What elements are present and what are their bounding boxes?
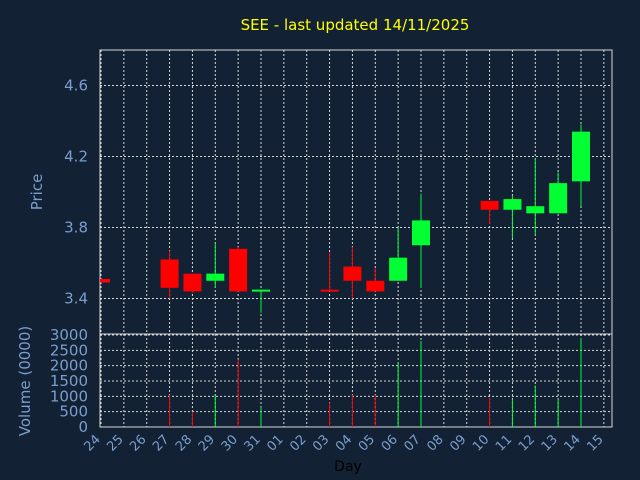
candle	[389, 227, 408, 281]
candle	[503, 195, 522, 239]
candle	[160, 250, 179, 299]
candle-body	[549, 183, 568, 214]
x-axis-label: Day	[334, 459, 362, 475]
x-tick-label: 12	[516, 432, 538, 454]
candle	[183, 273, 202, 294]
volume-tick-label: 1500	[50, 372, 88, 390]
x-tick-label: 01	[264, 432, 286, 454]
x-tick-label: 07	[402, 432, 424, 454]
volume-axis-label: Volume (0000)	[16, 326, 34, 436]
candle-body	[229, 248, 248, 292]
candle	[549, 172, 568, 214]
x-tick-label: 11	[493, 432, 515, 454]
x-tick-label: 10	[470, 432, 492, 454]
x-tick-label: 03	[310, 432, 332, 454]
volume-bar	[351, 394, 353, 427]
volume-panel-frame	[99, 333, 613, 428]
candle	[100, 278, 110, 283]
x-tick-label: 06	[379, 432, 401, 454]
volume-bar	[374, 394, 376, 427]
candle-body	[206, 273, 225, 281]
candle-body	[503, 199, 522, 210]
price-tick-label: 3.8	[64, 219, 88, 237]
volume-bar	[420, 341, 422, 427]
volume-bar	[329, 402, 331, 427]
volume-bar	[489, 397, 491, 427]
volume-bar	[511, 399, 513, 427]
volume-tick-label: 500	[59, 403, 88, 421]
candle	[320, 252, 339, 292]
candle	[343, 247, 362, 299]
candle-body	[100, 278, 110, 283]
volume-bar	[237, 359, 239, 427]
volume-bar	[557, 399, 559, 427]
volume-tick-label: 3000	[50, 326, 88, 344]
x-tick-label: 05	[356, 432, 378, 454]
volume-tick-label: 2000	[50, 357, 88, 375]
x-tick-label: 09	[447, 432, 469, 454]
volume-tick-label: 2500	[50, 341, 88, 359]
candle	[480, 200, 499, 224]
candle-body	[343, 266, 362, 281]
price-axis-label: Price	[28, 174, 46, 211]
candle-body	[160, 259, 179, 288]
x-axis-ticks: 24 25 26 27 28 29 30 31 01 02 03 04 05 06 07 08 09 10 11 12…	[82, 432, 607, 454]
x-tick-label: 31	[242, 432, 264, 454]
candle	[526, 158, 545, 235]
price-tick-label: 4.2	[64, 148, 88, 166]
price-tick-label: 4.6	[64, 77, 88, 95]
candle-body	[480, 200, 499, 210]
volume-bar	[580, 338, 582, 427]
candle-body	[412, 220, 430, 246]
chart-title: SEE - last updated 14/11/2025	[241, 16, 470, 34]
x-tick-label: 14	[562, 432, 584, 454]
x-tick-label: 04	[333, 432, 355, 454]
candle	[229, 247, 248, 292]
candle	[206, 243, 225, 288]
volume-bar	[214, 394, 216, 427]
volume-bars	[100, 338, 582, 427]
volume-bar	[169, 394, 171, 427]
volume-bar	[260, 407, 262, 427]
volume-bar	[397, 362, 399, 427]
price-tick-label: 3.4	[64, 290, 88, 308]
x-tick-label: 08	[424, 432, 446, 454]
volume-bar	[534, 385, 536, 427]
candle	[572, 124, 590, 207]
x-tick-label: 13	[539, 432, 561, 454]
candle-body	[320, 289, 339, 292]
candle-body	[526, 206, 545, 214]
x-tick-label: 15	[584, 432, 606, 454]
x-tick-label: 25	[104, 432, 126, 454]
x-tick-label: 29	[196, 432, 218, 454]
volume-bar	[191, 411, 193, 427]
candle	[252, 289, 270, 313]
volume-tick-label: 1000	[50, 387, 88, 405]
x-tick-label: 02	[287, 432, 309, 454]
volume-bar	[100, 426, 102, 427]
candle-body	[366, 280, 385, 292]
volume-tick-label: 0	[78, 418, 88, 436]
candle-body	[572, 131, 590, 182]
candle	[366, 268, 385, 292]
candle	[412, 193, 430, 288]
x-tick-label: 28	[173, 432, 195, 454]
x-tick-label: 26	[127, 432, 149, 454]
x-tick-label: 27	[150, 432, 172, 454]
candle-body	[389, 257, 408, 281]
candle-body	[183, 273, 202, 292]
x-tick-label: 30	[219, 432, 241, 454]
candle-body	[252, 289, 270, 292]
candles	[100, 124, 590, 313]
price-y-ticks: 3.4 3.8 4.2 4.6	[64, 77, 88, 308]
